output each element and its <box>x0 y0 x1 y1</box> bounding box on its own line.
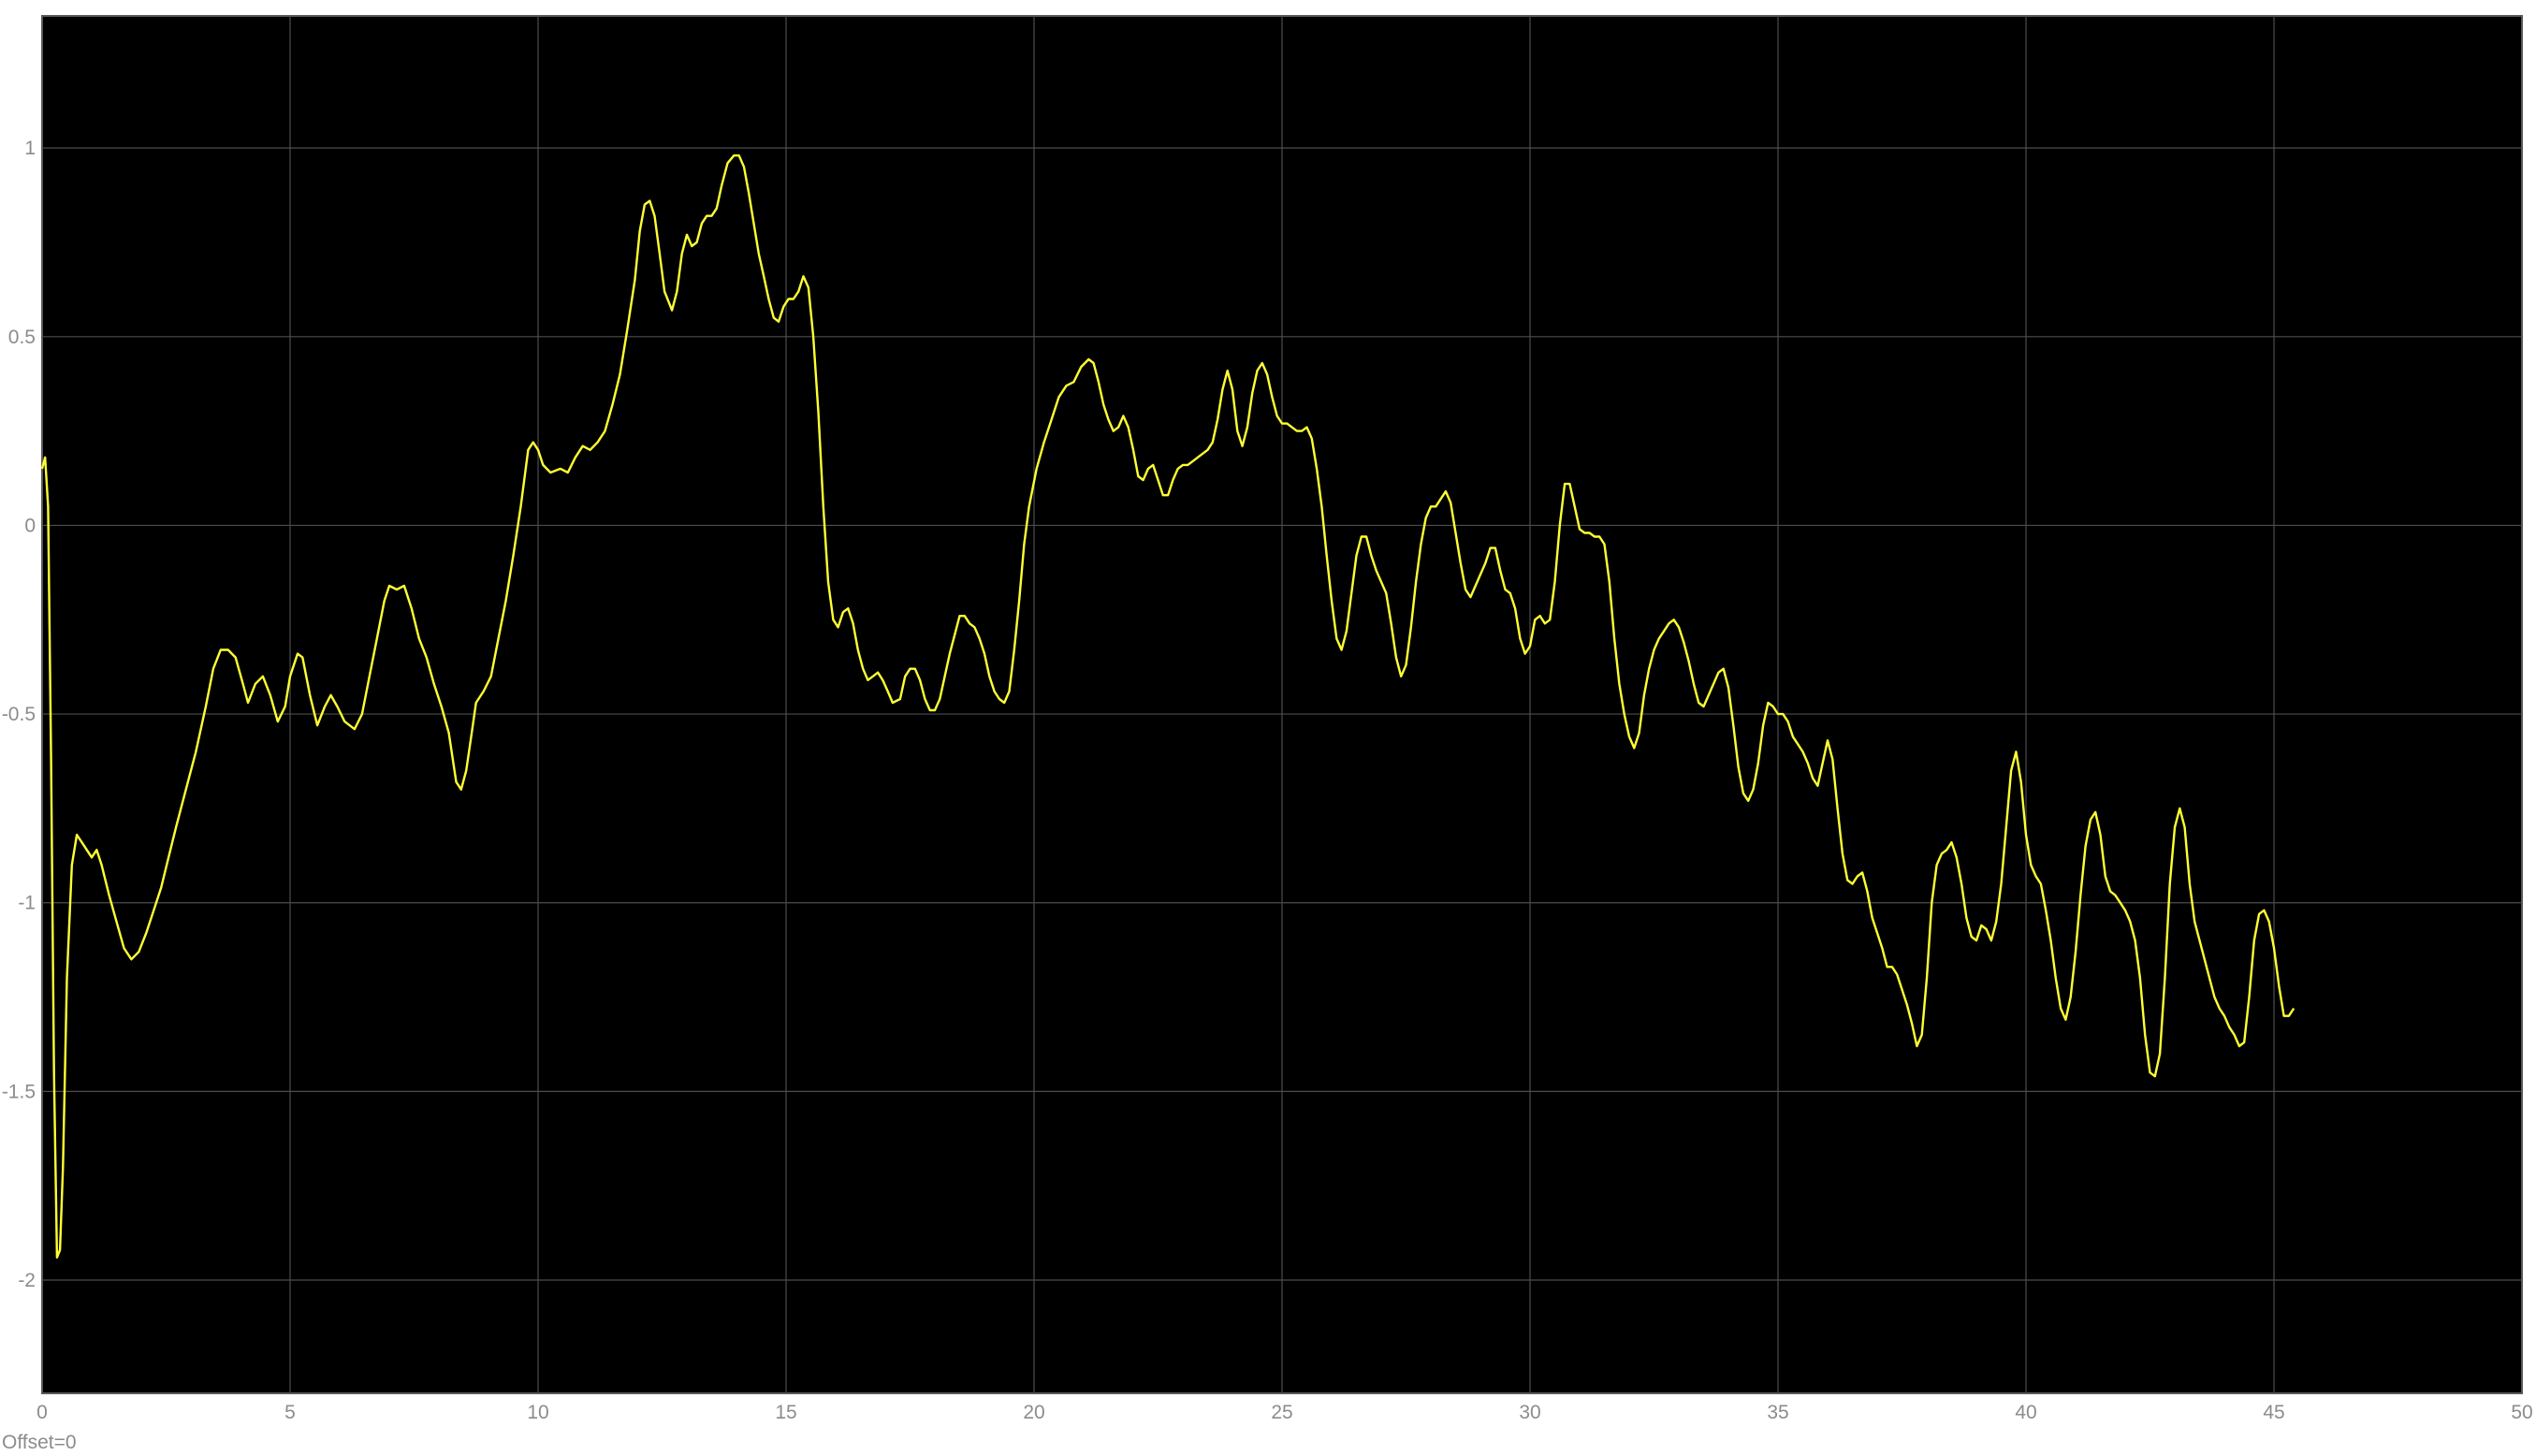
x-tick-label: 35 <box>1767 1402 1788 1423</box>
grid <box>42 16 2522 1393</box>
y-tick-label: 1 <box>24 138 36 159</box>
x-tick-label: 0 <box>36 1402 48 1423</box>
x-tick-label: 50 <box>2511 1402 2532 1423</box>
offset-label: Offset=0 <box>2 1432 77 1453</box>
x-tick-label: 15 <box>775 1402 796 1423</box>
x-tick-label: 25 <box>1271 1402 1292 1423</box>
x-tick-label: 10 <box>527 1402 548 1423</box>
signal-line <box>40 153 2296 1259</box>
y-tick-label: -1.5 <box>2 1081 36 1102</box>
tick-labels: 0 5 10 15 20 25 30 35 40 45 50 1 0.5 0 -0.5 -1 -1.5 -2 <box>2 138 2533 1423</box>
y-tick-label: -1 <box>18 893 36 914</box>
y-tick-label: -2 <box>18 1270 36 1291</box>
y-tick-label: 0.5 <box>8 327 36 348</box>
x-tick-label: 20 <box>1023 1402 1044 1423</box>
x-tick-label: 5 <box>284 1402 296 1423</box>
y-tick-label: -0.5 <box>2 704 36 725</box>
x-tick-label: 45 <box>2263 1402 2284 1423</box>
x-tick-label: 30 <box>1519 1402 1540 1423</box>
y-tick-label: 0 <box>24 515 36 536</box>
x-tick-label: 40 <box>2015 1402 2036 1423</box>
